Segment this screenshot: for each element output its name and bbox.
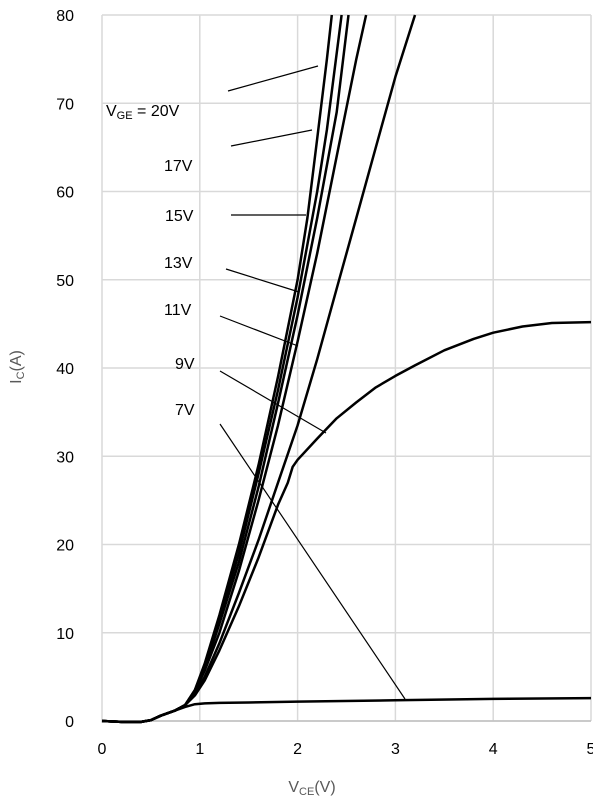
y-tick-label: 70 bbox=[56, 96, 74, 113]
x-tick-label: 4 bbox=[489, 741, 498, 758]
y-tick-label: 0 bbox=[65, 714, 74, 731]
x-tick-label: 3 bbox=[391, 741, 400, 758]
leader-13v bbox=[225, 268, 300, 293]
x-axis-label-suffix: (V) bbox=[314, 779, 335, 796]
x-axis-label-sub: CE bbox=[299, 786, 314, 798]
y-axis-label: IC(A) bbox=[8, 350, 27, 384]
x-tick-label: 1 bbox=[195, 741, 204, 758]
curve-label-15v: 15V bbox=[165, 208, 194, 225]
vge-label-sub: GE bbox=[117, 110, 133, 122]
x-tick-label: 0 bbox=[98, 741, 107, 758]
series-lines bbox=[101, 14, 592, 724]
y-axis-label-suffix: (A) bbox=[8, 350, 25, 371]
label-leader-lines bbox=[219, 65, 406, 700]
curve-label-9v: 9V bbox=[175, 356, 195, 373]
curve-label-7v: 7V bbox=[175, 402, 195, 419]
y-axis-label-sub: C bbox=[15, 371, 27, 379]
x-axis-label: VCE(V) bbox=[288, 779, 335, 798]
curve-labels: VGE = 20V 17V 15V 13V 11V 9V 7V bbox=[106, 103, 195, 419]
leader-11v bbox=[219, 315, 299, 347]
vge-label: VGE = 20V bbox=[106, 103, 180, 122]
y-tick-label: 10 bbox=[56, 626, 74, 643]
leader-17v bbox=[230, 129, 313, 147]
x-tick-label: 2 bbox=[293, 741, 302, 758]
leader-9v bbox=[219, 370, 327, 434]
leader-7v bbox=[219, 423, 406, 700]
vge-label-suffix: = 20V bbox=[133, 103, 180, 120]
y-tick-label: 40 bbox=[56, 361, 74, 378]
y-tick-label: 60 bbox=[56, 185, 74, 202]
curve-label-13v: 13V bbox=[164, 255, 193, 272]
y-tick-label: 30 bbox=[56, 449, 74, 466]
x-tick-label: 5 bbox=[587, 741, 593, 758]
y-axis-label-main: I bbox=[8, 379, 25, 383]
series-line-7v bbox=[101, 696, 592, 724]
series-line-9v bbox=[101, 320, 592, 724]
y-tick-label: 20 bbox=[56, 538, 74, 555]
x-axis-label-main: V bbox=[288, 779, 299, 796]
curve-label-17v: 17V bbox=[164, 158, 193, 175]
y-tick-label: 50 bbox=[56, 273, 74, 290]
curve-label-11v: 11V bbox=[164, 302, 192, 319]
y-tick-label: 80 bbox=[56, 8, 74, 25]
leader-20v bbox=[227, 65, 319, 92]
vge-label-main: V bbox=[106, 103, 117, 120]
